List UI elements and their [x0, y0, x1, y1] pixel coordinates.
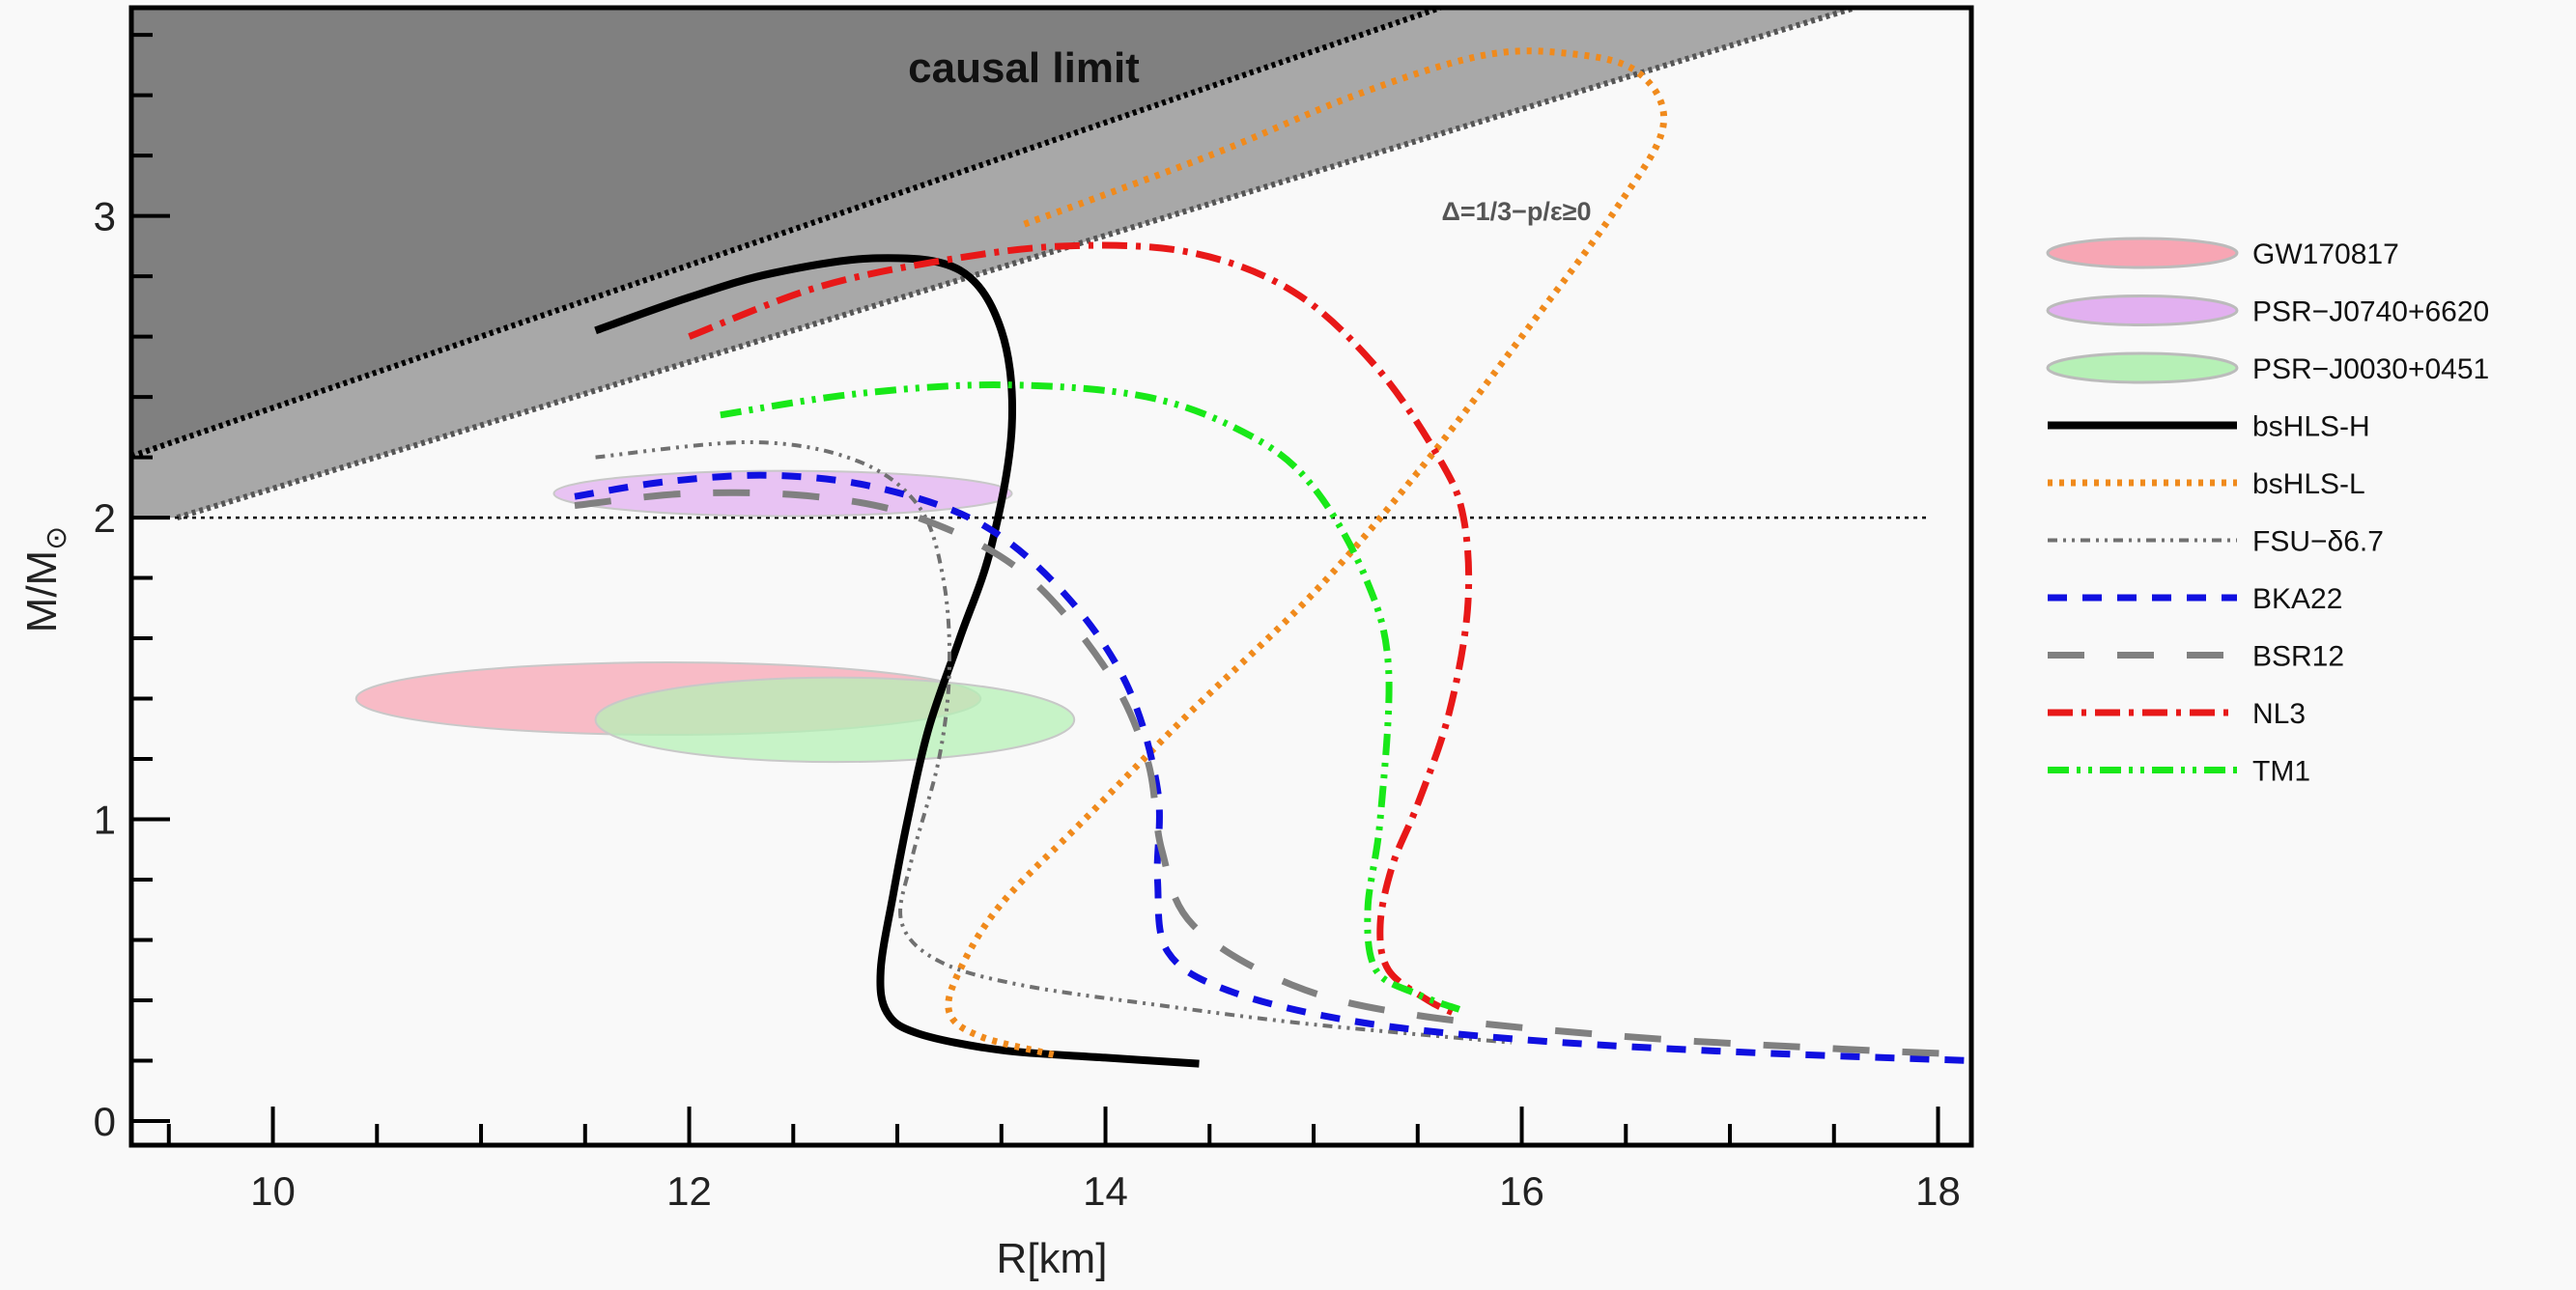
y-axis-title-sub: ⊙	[41, 526, 72, 550]
conformal-limit-boundary	[176, 8, 1856, 520]
legend-swatch	[2046, 351, 2239, 384]
y-tick-label: 3	[94, 194, 116, 239]
legend-label: NL3	[2252, 698, 2306, 730]
x-tick-label: 18	[1915, 1168, 1961, 1214]
curve-fsu−δ6.7	[595, 439, 1512, 1045]
legend-label: PSR−J0030+0451	[2252, 353, 2489, 385]
curve-bsr12	[574, 489, 1971, 1058]
eos-curves	[574, 47, 1971, 1068]
legend-swatch	[2046, 294, 2239, 326]
curve-tm1	[720, 381, 1461, 1013]
legend: GW170817 PSR−J0740+6620 PSR−J0030+0451 bsHL…	[2046, 237, 2489, 788]
x-tick-label: 14	[1083, 1168, 1128, 1214]
observation-ellipses	[354, 469, 1076, 764]
legend-label: bsHLS-H	[2252, 411, 2370, 443]
ellipse-psr−j0030+0451	[594, 676, 1076, 764]
legend-label: PSR−J0740+6620	[2252, 296, 2489, 328]
x-tick-label: 12	[666, 1168, 712, 1214]
legend-label: FSU−δ6.7	[2252, 526, 2384, 558]
y-axis-title: M/M⊙	[18, 526, 72, 633]
legend-label: BSR12	[2252, 641, 2344, 673]
x-axis-title: R[km]	[997, 1235, 1108, 1282]
y-tick-label: 1	[94, 798, 116, 843]
curve-bka22	[574, 471, 1971, 1065]
x-tick-label: 10	[250, 1168, 296, 1214]
legend-label: GW170817	[2252, 238, 2399, 270]
curve-bshls-l	[945, 47, 1668, 1058]
conformal-limit-label: Δ=1/3−p/ε≥0	[1441, 197, 1591, 226]
legend-label: bsHLS-L	[2252, 468, 2365, 500]
legend-swatch	[2046, 237, 2239, 269]
y-tick-label: 0	[94, 1099, 116, 1144]
causal-limit-boundary	[131, 8, 1442, 460]
legend-label: BKA22	[2252, 583, 2342, 615]
legend-label: TM1	[2252, 756, 2310, 788]
x-tick-label: 16	[1499, 1168, 1544, 1214]
curve-nl3	[688, 241, 1473, 1019]
curve-bshls-h	[594, 254, 1200, 1068]
y-axis-title-main: M/M	[18, 550, 66, 633]
causal-limit-label: causal limit	[908, 44, 1140, 92]
y-tick-label: 2	[94, 495, 116, 541]
constraint-regions	[131, 8, 1930, 520]
